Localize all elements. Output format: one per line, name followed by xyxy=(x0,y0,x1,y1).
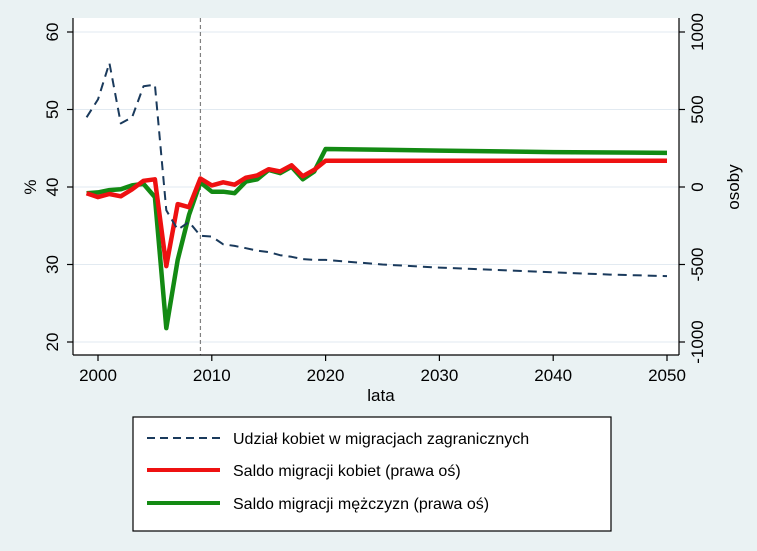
y-right-axis-title: osoby xyxy=(724,164,743,210)
x-tick-label: 2050 xyxy=(648,366,686,385)
x-tick-label: 2030 xyxy=(420,366,458,385)
y-left-tick-label: 50 xyxy=(43,100,62,119)
y-right-tick-label: 0 xyxy=(688,182,707,191)
grid-lines xyxy=(73,31,679,343)
y-right-tick-label: -500 xyxy=(688,247,707,281)
y-right-tick-label: -1000 xyxy=(688,320,707,363)
y-left-tick-label: 60 xyxy=(43,23,62,42)
x-tick-label: 2010 xyxy=(193,366,231,385)
x-tick-label: 2000 xyxy=(79,366,117,385)
y-left-tick-label: 30 xyxy=(43,255,62,274)
x-tick-label: 2020 xyxy=(307,366,345,385)
legend-box xyxy=(132,416,612,532)
legend-label-women-share: Udział kobiet w migracjach zagranicznych xyxy=(233,431,529,448)
legend: Udział kobiet w migracjach zagranicznych… xyxy=(132,416,612,532)
y-right-tick-label: 500 xyxy=(688,95,707,123)
legend-label-women-saldo: Saldo migracji kobiet (prawa oś) xyxy=(233,463,461,480)
x-axis-title: lata xyxy=(367,386,395,405)
series-layer xyxy=(85,62,668,331)
series-line-women-share xyxy=(85,62,668,278)
y-left-tick-label: 40 xyxy=(43,178,62,197)
y-left-axis-title: % xyxy=(21,179,40,194)
legend-label-men-saldo: Saldo migracji mężczyzn (prawa oś) xyxy=(233,496,489,513)
y-right-tick-label: 1000 xyxy=(688,13,707,51)
y-left-tick-label: 20 xyxy=(43,333,62,352)
series-line-women-saldo xyxy=(85,158,667,269)
x-tick-label: 2040 xyxy=(534,366,572,385)
